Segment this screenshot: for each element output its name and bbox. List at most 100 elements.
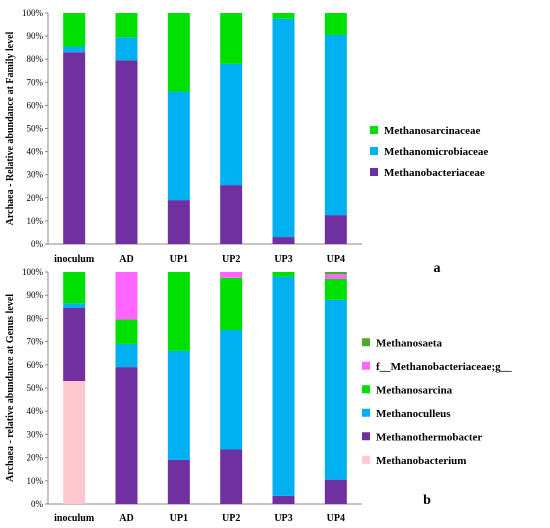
bar-segment (220, 330, 243, 450)
bar-segment (324, 215, 347, 244)
panel-label: a (434, 261, 441, 276)
bar-segment (324, 13, 347, 35)
legend-item: f__Methanobacteriaceae;g__ (362, 361, 512, 373)
x-tick-label: UP2 (222, 254, 240, 265)
y-tick-label: 0% (31, 239, 44, 249)
y-tick-label: 20% (27, 193, 44, 203)
x-tick-label: AD (119, 254, 133, 265)
bar-segment (324, 34, 347, 216)
bar-segment (272, 237, 295, 244)
bar-segment (63, 13, 86, 47)
y-tick-label: 40% (27, 147, 44, 157)
bar-segment (63, 307, 86, 382)
legend-item: Methanosaeta (362, 337, 442, 349)
x-tick-label: UP4 (327, 513, 345, 524)
bar-segment (324, 299, 347, 480)
bar-segment (115, 367, 138, 504)
legend-swatch (370, 147, 378, 155)
legend-swatch (370, 168, 378, 176)
bar-segment (115, 60, 138, 245)
bar-segment (324, 479, 347, 504)
bar-segment (63, 272, 86, 304)
legend-label: f__Methanobacteriaceae;g__ (376, 361, 512, 373)
y-axis-title: Archaea - Relative abundance at Family l… (5, 31, 16, 225)
bar-segment (324, 272, 347, 275)
bar-segment (272, 495, 295, 504)
legend-item: Methanosarcinaceae (370, 125, 480, 137)
y-tick-label: 60% (27, 100, 44, 110)
bar-segment (220, 277, 243, 330)
y-tick-label: 10% (27, 476, 44, 486)
bar-segment (324, 278, 347, 300)
bar-segment (220, 449, 243, 504)
bar-segment (63, 52, 86, 244)
legend-label: Methanobacterium (376, 455, 466, 467)
legend-swatch (362, 432, 370, 441)
y-tick-label: 100% (22, 8, 44, 18)
bar-segment (115, 13, 138, 38)
y-tick-label: 30% (27, 429, 44, 439)
bar-segment (324, 274, 347, 279)
bar-segment (167, 91, 190, 201)
x-tick-label: UP1 (170, 254, 188, 265)
legend-item: Methanothermobacter (362, 431, 482, 443)
x-tick-label: inoculum (54, 254, 95, 265)
legend-swatch (362, 361, 370, 370)
legend-swatch (362, 455, 370, 464)
x-tick-label: UP4 (327, 254, 345, 265)
bar-segment (167, 272, 190, 351)
y-tick-label: 40% (27, 406, 44, 416)
y-tick-label: 100% (22, 267, 44, 277)
legend-label: Methanosarcinaceae (384, 125, 480, 137)
legend-swatch (362, 385, 370, 394)
legend-item: Methanosarcina (362, 384, 453, 396)
y-tick-label: 90% (27, 290, 44, 300)
x-tick-label: UP3 (274, 513, 292, 524)
y-tick-label: 20% (27, 453, 44, 463)
chart-panel-a: 0% 10% 20% 30% 40% 50% 60% 70% 80% 90% 100% inoculu… (5, 8, 488, 276)
legend-label: Methanothermobacter (376, 431, 482, 443)
y-tick-label: 10% (27, 216, 44, 226)
bar-segment (63, 303, 86, 308)
bar-segment (115, 37, 138, 61)
y-tick-label: 50% (27, 383, 44, 393)
bar-segment (272, 18, 295, 238)
bar-segment (167, 459, 190, 504)
bar-segment (63, 46, 86, 53)
legend-label: Methanomicrobiaceae (384, 146, 488, 158)
y-tick-label: 90% (27, 31, 44, 41)
legend-label: Methanobacteriaceae (384, 167, 485, 179)
y-axis-title: Archaea - relative abundance at Genus le… (5, 294, 16, 482)
bar-segment (272, 276, 295, 496)
legend-label: Methanosarcina (376, 384, 453, 396)
bar-segment (167, 13, 190, 92)
y-tick-label: 80% (27, 54, 44, 64)
y-tick-label: 80% (27, 313, 44, 323)
x-tick-label: UP3 (274, 254, 292, 265)
y-tick-label: 0% (31, 499, 44, 509)
legend-label: Methanosaeta (376, 337, 442, 349)
legend-label: Methanoculleus (376, 408, 451, 420)
y-tick-label: 70% (27, 77, 44, 87)
bar-segment (272, 272, 295, 277)
bar-segment (220, 185, 243, 244)
legend-item: Methanoculleus (362, 408, 451, 420)
legend-item: Methanobacteriaceae (370, 167, 485, 179)
y-tick-label: 60% (27, 360, 44, 370)
x-tick-label: UP2 (222, 513, 240, 524)
bar-segment (220, 272, 243, 278)
legend-item: Methanomicrobiaceae (370, 146, 488, 158)
x-tick-label: AD (119, 513, 133, 524)
legend-swatch (362, 408, 370, 417)
panel-label: b (423, 493, 431, 508)
x-tick-label: inoculum (54, 513, 95, 524)
bar-segment (63, 381, 86, 504)
bar-segment (115, 272, 138, 320)
bar-segment (272, 13, 295, 19)
legend-item: Methanobacterium (362, 455, 466, 467)
bar-segment (220, 63, 243, 186)
y-tick-label: 50% (27, 124, 44, 134)
chart-panel-b: 0% 10% 20% 30% 40% 50% 60% 70% 80% 90% 100% inoculu… (5, 267, 512, 524)
